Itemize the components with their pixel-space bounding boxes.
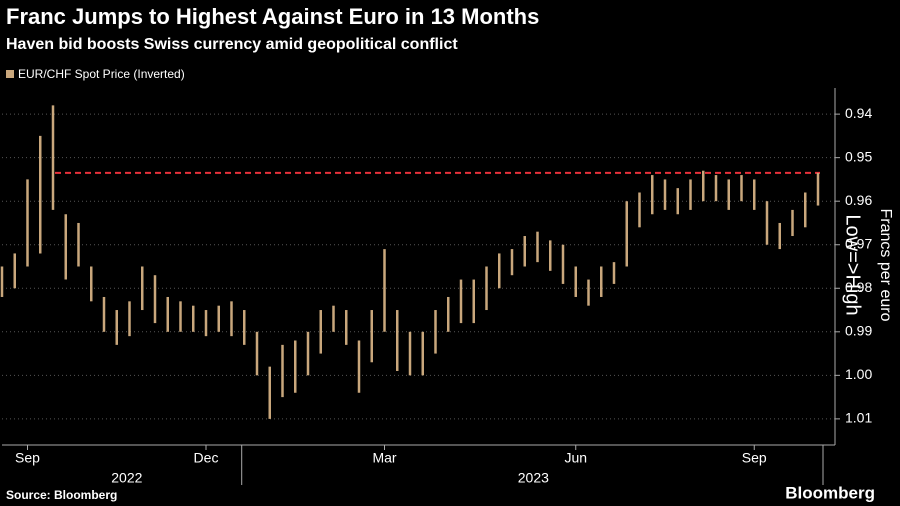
y-axis-label: Francs per euro <box>877 209 894 322</box>
y-tick-label: 0.98 <box>845 279 872 295</box>
source: Source: Bloomberg <box>6 488 117 502</box>
x-tick-label: Sep <box>742 450 767 466</box>
annotation: Low=>High <box>842 214 864 315</box>
chart-subtitle: Haven bid boosts Swiss currency amid geo… <box>6 36 458 53</box>
y-tick-label: 0.95 <box>845 148 872 164</box>
y-tick-label: 0.99 <box>845 323 872 339</box>
chart-title: Franc Jumps to Highest Against Euro in 1… <box>6 4 539 29</box>
y-tick-label: 1.01 <box>845 410 872 426</box>
y-tick-label: 0.96 <box>845 192 872 208</box>
y-tick-label: 0.94 <box>845 105 872 121</box>
legend-label: EUR/CHF Spot Price (Inverted) <box>18 67 185 81</box>
year-label: 2022 <box>111 470 142 486</box>
y-tick-label: 0.97 <box>845 235 872 251</box>
x-tick-label: Jun <box>564 450 587 466</box>
y-tick-label: 1.00 <box>845 366 872 382</box>
legend-swatch <box>6 70 14 78</box>
x-tick-label: Mar <box>372 450 396 466</box>
brand: Bloomberg <box>785 483 875 502</box>
x-tick-label: Dec <box>194 450 219 466</box>
year-label: 2023 <box>518 470 549 486</box>
x-tick-label: Sep <box>15 450 40 466</box>
